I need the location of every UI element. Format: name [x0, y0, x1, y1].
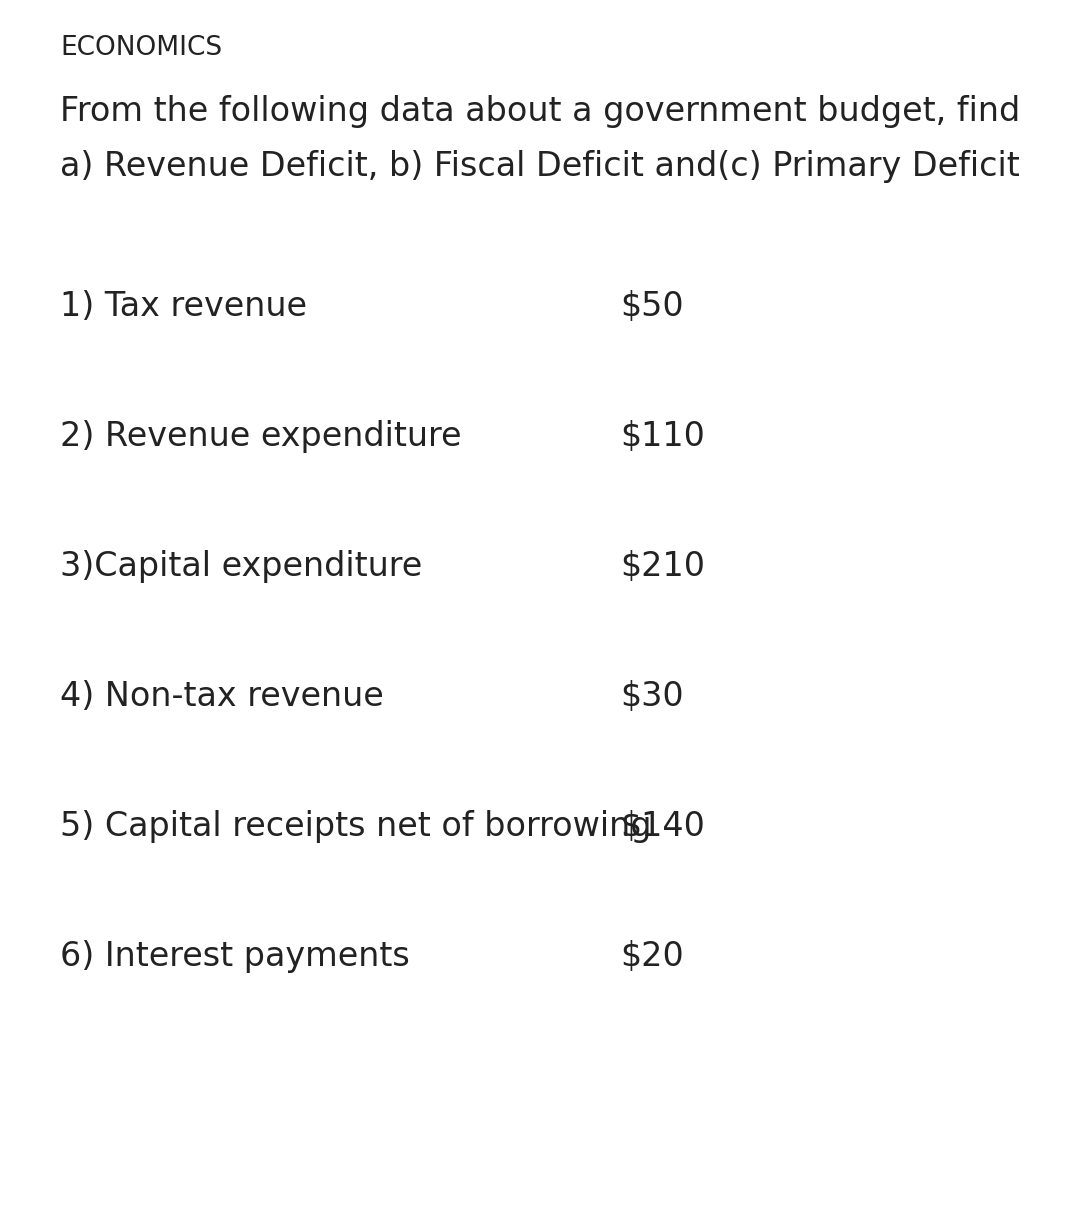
Text: 4) Non-tax revenue: 4) Non-tax revenue [60, 680, 383, 713]
Text: $110: $110 [620, 420, 705, 453]
Text: a) Revenue Deficit, b) Fiscal Deficit and(c) Primary Deficit: a) Revenue Deficit, b) Fiscal Deficit an… [60, 150, 1020, 183]
Text: 2) Revenue expenditure: 2) Revenue expenditure [60, 420, 461, 453]
Text: 1) Tax revenue: 1) Tax revenue [60, 290, 307, 323]
Text: 6) Interest payments: 6) Interest payments [60, 940, 409, 973]
Text: From the following data about a government budget, find: From the following data about a governme… [60, 96, 1021, 128]
Text: $140: $140 [620, 809, 705, 843]
Text: $50: $50 [620, 290, 684, 323]
Text: $30: $30 [620, 680, 684, 713]
Text: $20: $20 [620, 940, 684, 973]
Text: 5) Capital receipts net of borrowing: 5) Capital receipts net of borrowing [60, 809, 651, 843]
Text: 3)Capital expenditure: 3)Capital expenditure [60, 551, 422, 583]
Text: ECONOMICS: ECONOMICS [60, 35, 222, 60]
Text: $210: $210 [620, 551, 705, 583]
